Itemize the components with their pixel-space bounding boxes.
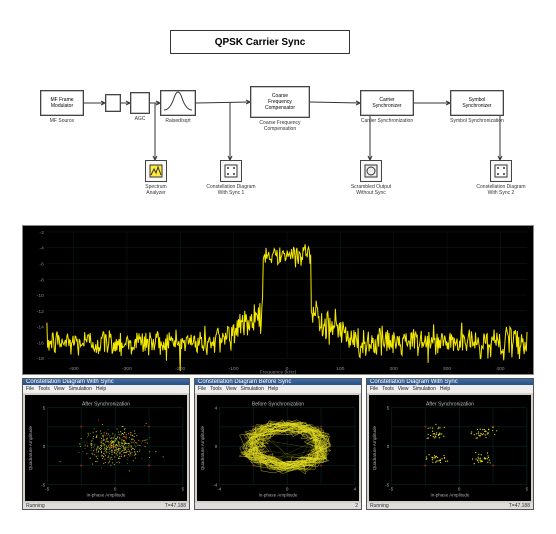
spectrum-analyzer: -2-4-6-8-10-12-14-16-18-400-300-200-1000…	[22, 225, 534, 375]
block-label: AGC	[125, 116, 155, 122]
menu-item[interactable]: Tools	[210, 386, 222, 392]
svg-text:-4: -4	[217, 486, 222, 491]
svg-text:Frequency (kHz): Frequency (kHz)	[260, 370, 297, 374]
window-menubar[interactable]: File Tools View Simulation Help	[195, 385, 361, 393]
block-label: Raised/sqrt	[155, 118, 201, 124]
block-label: MF Source	[35, 118, 89, 124]
simulink-diagram: QPSK Carrier Sync MF FrameModulator MF So…	[0, 0, 556, 200]
constellation-plot: Before Synchronization++++In-phase Ampli…	[197, 395, 359, 501]
svg-text:Quadrature Amplitude: Quadrature Amplitude	[372, 425, 377, 470]
scope-cd1[interactable]	[220, 160, 242, 182]
svg-text:-5: -5	[385, 482, 390, 487]
block-label: Carrier Synchronization	[355, 118, 419, 124]
menu-item[interactable]: Simulation	[69, 386, 92, 392]
svg-text:-10: -10	[37, 293, 44, 299]
window-statusbar: Running T=47.188	[23, 503, 189, 509]
window-menubar[interactable]: File Tools View Simulation Help	[23, 385, 189, 393]
block-gain[interactable]	[130, 92, 150, 114]
svg-text:+: +	[147, 463, 151, 469]
block-sw1[interactable]	[105, 94, 121, 112]
status-right: T=47.188	[509, 503, 530, 509]
scope-cd2[interactable]	[490, 160, 512, 182]
svg-text:100: 100	[336, 366, 345, 372]
constellation-row: Constellation Diagram With SyncFileTools…	[22, 378, 534, 510]
constellation-plot: After Synchronization++++In-phase Amplit…	[369, 395, 531, 501]
menu-item[interactable]: Simulation	[413, 386, 436, 392]
svg-text:-4: -4	[213, 482, 218, 487]
menu-item[interactable]: File	[370, 386, 378, 392]
svg-text:Before Synchronization: Before Synchronization	[252, 401, 304, 407]
svg-text:-14: -14	[37, 325, 44, 331]
scope-err[interactable]	[360, 160, 382, 182]
svg-text:-16: -16	[37, 340, 44, 346]
svg-text:+: +	[251, 463, 255, 469]
svg-text:400: 400	[496, 366, 505, 372]
svg-text:200: 200	[390, 366, 399, 372]
svg-text:+: +	[79, 425, 83, 431]
svg-text:+: +	[423, 463, 427, 469]
scope-label: Constellation DiagramWith Sync 2	[475, 184, 527, 196]
menu-item[interactable]: File	[26, 386, 34, 392]
svg-text:-400: -400	[69, 366, 79, 372]
svg-text:+: +	[79, 463, 83, 469]
svg-text:In-phase Amplitude: In-phase Amplitude	[259, 492, 298, 497]
svg-text:+: +	[319, 463, 323, 469]
window-menubar[interactable]: File Tools View Simulation Help	[367, 385, 533, 393]
scope-sa[interactable]	[145, 160, 167, 182]
constellation-window-1: Constellation Diagram Before SyncFileToo…	[194, 378, 362, 510]
menu-item[interactable]: Help	[268, 386, 278, 392]
scope-label: SpectrumAnalyzer	[130, 184, 182, 196]
svg-text:In-phase Amplitude: In-phase Amplitude	[87, 492, 126, 497]
menu-item[interactable]: Help	[96, 386, 106, 392]
svg-text:-100: -100	[229, 366, 239, 372]
constellation-window-2: Constellation Diagram With SyncFileTools…	[366, 378, 534, 510]
menu-item[interactable]: View	[226, 386, 237, 392]
svg-text:-2: -2	[40, 230, 45, 236]
menu-item[interactable]: Simulation	[241, 386, 264, 392]
scope-label: Constellation DiagramWith Sync 1	[205, 184, 257, 196]
svg-text:-4: -4	[40, 246, 45, 252]
svg-text:-5: -5	[41, 482, 46, 487]
constellation-window-0: Constellation Diagram With SyncFileTools…	[22, 378, 190, 510]
status-left: Running	[26, 503, 45, 509]
menu-item[interactable]: File	[198, 386, 206, 392]
svg-text:300: 300	[443, 366, 452, 372]
svg-text:-6: -6	[40, 261, 45, 267]
menu-item[interactable]: Tools	[382, 386, 394, 392]
svg-text:After Synchronization: After Synchronization	[82, 401, 130, 407]
block-src[interactable]: MF FrameModulator	[40, 90, 84, 116]
svg-text:+: +	[147, 425, 151, 431]
svg-text:+: +	[423, 425, 427, 431]
window-statusbar: Running T=47.188	[367, 503, 533, 509]
block-label: Symbol Synchronization	[445, 118, 509, 124]
status-left: Running	[370, 503, 389, 509]
model-title: QPSK Carrier Sync	[170, 30, 350, 54]
svg-text:After Synchronization: After Synchronization	[426, 401, 474, 407]
menu-item[interactable]: Tools	[38, 386, 50, 392]
status-right: 2	[355, 503, 358, 509]
svg-text:-300: -300	[122, 366, 132, 372]
block-label: Coarse Frequency Compensation	[245, 120, 315, 132]
status-right: T=47.188	[165, 503, 186, 509]
constellation-plot: After Synchronization + + + + In-phase Amplit…	[25, 395, 187, 501]
menu-item[interactable]: View	[54, 386, 65, 392]
svg-text:Quadrature Amplitude: Quadrature Amplitude	[200, 425, 205, 470]
svg-text:Quadrature Amplitude: Quadrature Amplitude	[28, 425, 33, 470]
menu-item[interactable]: View	[398, 386, 409, 392]
svg-text:-12: -12	[37, 309, 44, 315]
svg-text:-5: -5	[389, 486, 394, 491]
scope-label: Scrambled OutputWithout Sync	[345, 184, 397, 196]
svg-text:-8: -8	[40, 277, 45, 283]
svg-text:-5: -5	[45, 486, 50, 491]
block-sym[interactable]: SymbolSynchronizer	[450, 90, 504, 116]
svg-text:In-phase Amplitude: In-phase Amplitude	[431, 492, 470, 497]
menu-item[interactable]: Help	[440, 386, 450, 392]
window-statusbar: 2	[195, 503, 361, 509]
svg-text:+: +	[491, 463, 495, 469]
block-cfc[interactable]: CoarseFrequencyCompensator	[250, 86, 310, 118]
svg-text:-18: -18	[37, 356, 44, 362]
block-sync[interactable]: CarrierSynchronizer	[360, 90, 414, 116]
